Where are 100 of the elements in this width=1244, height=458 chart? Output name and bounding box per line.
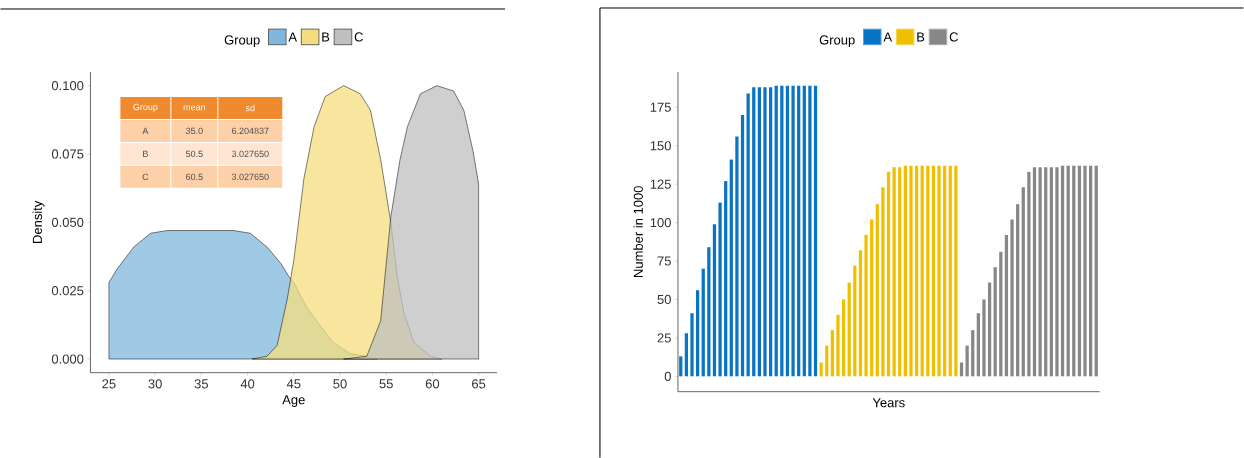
x-tick-label: 30 [148,379,162,389]
y-tick-label: 0.075 [51,149,84,159]
bar [971,330,975,377]
y-tick-label: 0.050 [51,217,84,227]
x-tick-label: 65 [472,379,486,389]
legend-label: A [288,32,298,42]
bar [1072,165,1076,377]
bar [1021,187,1025,377]
legend-label: B [917,32,925,42]
bar [752,87,756,377]
annotation: mean [183,105,206,111]
bar [948,165,952,377]
bar [959,362,964,377]
bar [1083,165,1087,377]
annotation: 35.0 [185,127,203,134]
bar [993,267,997,377]
bar [987,282,992,377]
bar [1055,167,1059,377]
bar [735,136,739,377]
bar [808,85,812,377]
bar [684,333,689,377]
bar [836,314,840,377]
annotation: 3.027650 [231,173,269,180]
x-tick-label: 50 [333,379,347,389]
bar [965,345,969,377]
legend-label: A [883,32,893,42]
bar [802,85,806,377]
bar [1049,167,1053,377]
bar [886,171,891,377]
y-tick-label: 125 [650,179,671,189]
bar [785,85,790,377]
y-tick-label: 0.000 [51,354,84,364]
bar [712,224,717,377]
bar [943,165,947,377]
bar [813,85,818,377]
bar [1044,167,1048,377]
bar [1032,167,1037,377]
bar [920,165,924,377]
annotation: A [142,127,149,134]
bar [914,165,919,377]
bar [746,93,750,377]
annotation: C [142,173,149,180]
bar [841,299,846,377]
x-axis-title: Age [282,395,305,407]
bar [1038,167,1042,377]
annotation: Group [133,103,158,112]
bar [892,167,896,377]
bar [1066,165,1070,377]
x-tick-label: 40 [240,379,255,389]
y-axis-title: Number in 1000 [633,186,643,277]
legend-label: B [322,32,330,42]
x-tick-label: 60 [425,379,440,389]
y-tick-label: 150 [650,141,671,151]
annotation: 60.5 [186,173,203,180]
bar [729,159,733,377]
bar [690,313,694,377]
legend-label: C [949,32,958,42]
bar [982,299,986,377]
bar [864,234,868,377]
legend-title: Group [224,35,260,47]
bar [903,165,907,377]
y-tick-label: 50 [657,294,671,304]
bar [937,165,941,377]
bar [858,250,863,377]
bar [825,345,829,377]
bar [718,202,722,377]
x-axis-title: Years [872,398,905,408]
y-axis-title: Density [32,200,45,243]
y-tick-label: 75 [657,256,671,266]
bar [707,247,711,377]
annotation: sd [245,104,255,112]
annotation: 50.5 [185,150,203,157]
legend-title: Group [819,35,855,47]
bar [999,251,1003,377]
bar [1089,165,1093,377]
bar [1060,165,1065,377]
x-tick-label: 55 [379,379,393,389]
bar [853,265,857,377]
x-tick-label: 45 [286,379,301,389]
bar [1027,171,1031,377]
annotation: 3.027650 [231,150,269,157]
bar [830,330,834,377]
bar [757,87,762,377]
bar [847,282,851,377]
y-tick-label: 100 [650,217,671,228]
y-tick-label: 0 [664,371,671,381]
y-tick-label: 175 [650,102,671,112]
y-tick-label: 0.100 [51,80,84,91]
y-tick-label: 0.025 [51,285,84,296]
annotation: 6.204837 [232,127,269,134]
annotation: B [143,150,148,157]
bar [870,219,874,377]
bar [1094,165,1098,377]
bar [1016,204,1020,377]
x-tick-label: 35 [194,379,209,389]
bar [1010,219,1014,377]
bar [1077,165,1082,377]
bar [1004,234,1009,377]
bar [909,165,913,377]
y-tick-label: 25 [657,333,671,343]
